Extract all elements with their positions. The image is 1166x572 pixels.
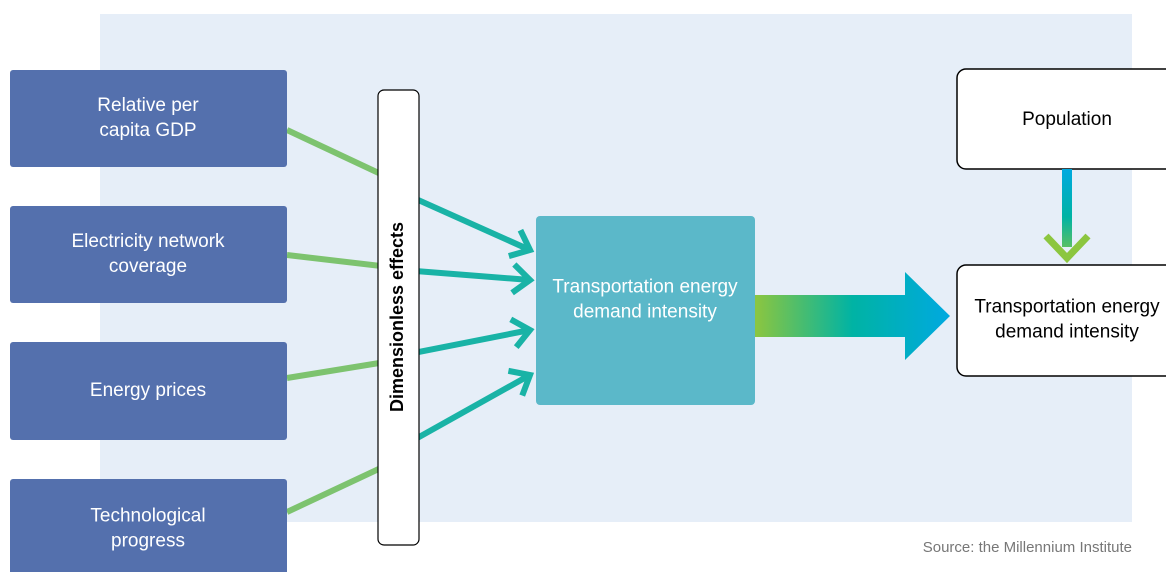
label-line: demand intensity	[573, 302, 717, 323]
label-line: coverage	[109, 256, 187, 277]
population-arrow	[1062, 169, 1072, 247]
center-box	[536, 216, 755, 405]
label-line: progress	[111, 531, 185, 552]
arrow-head	[509, 316, 535, 350]
effects-label: Dimensionless effects	[387, 222, 407, 412]
connector-out	[396, 372, 532, 452]
label-line: Transportation energy	[552, 277, 738, 298]
label-line: Electricity network	[71, 231, 225, 252]
input-box	[10, 206, 287, 303]
label-line: Energy prices	[90, 380, 206, 401]
connector-out	[397, 266, 531, 283]
source: Source: the Millennium Institute	[923, 539, 1132, 556]
input-box	[10, 342, 287, 440]
connector-out	[396, 188, 532, 253]
arrow-head	[508, 228, 535, 259]
center-label: Transportation energy demand intensity	[552, 277, 738, 323]
label-line: capita GDP	[99, 120, 196, 141]
label-line: Population	[1022, 109, 1112, 130]
label-line: Technological	[90, 506, 205, 527]
effects-box	[377, 89, 420, 546]
arrow-head	[507, 367, 535, 397]
connector-out	[397, 327, 531, 359]
label-line: Relative per	[97, 95, 199, 116]
label-line: Transportation energy	[974, 297, 1160, 318]
output-box	[956, 264, 1166, 377]
big-arrow	[755, 272, 950, 360]
population-arrow-head	[1043, 233, 1091, 264]
input-box	[10, 479, 287, 572]
arrow-head	[510, 262, 535, 296]
input-box	[10, 70, 287, 167]
label-line: demand intensity	[995, 322, 1139, 343]
